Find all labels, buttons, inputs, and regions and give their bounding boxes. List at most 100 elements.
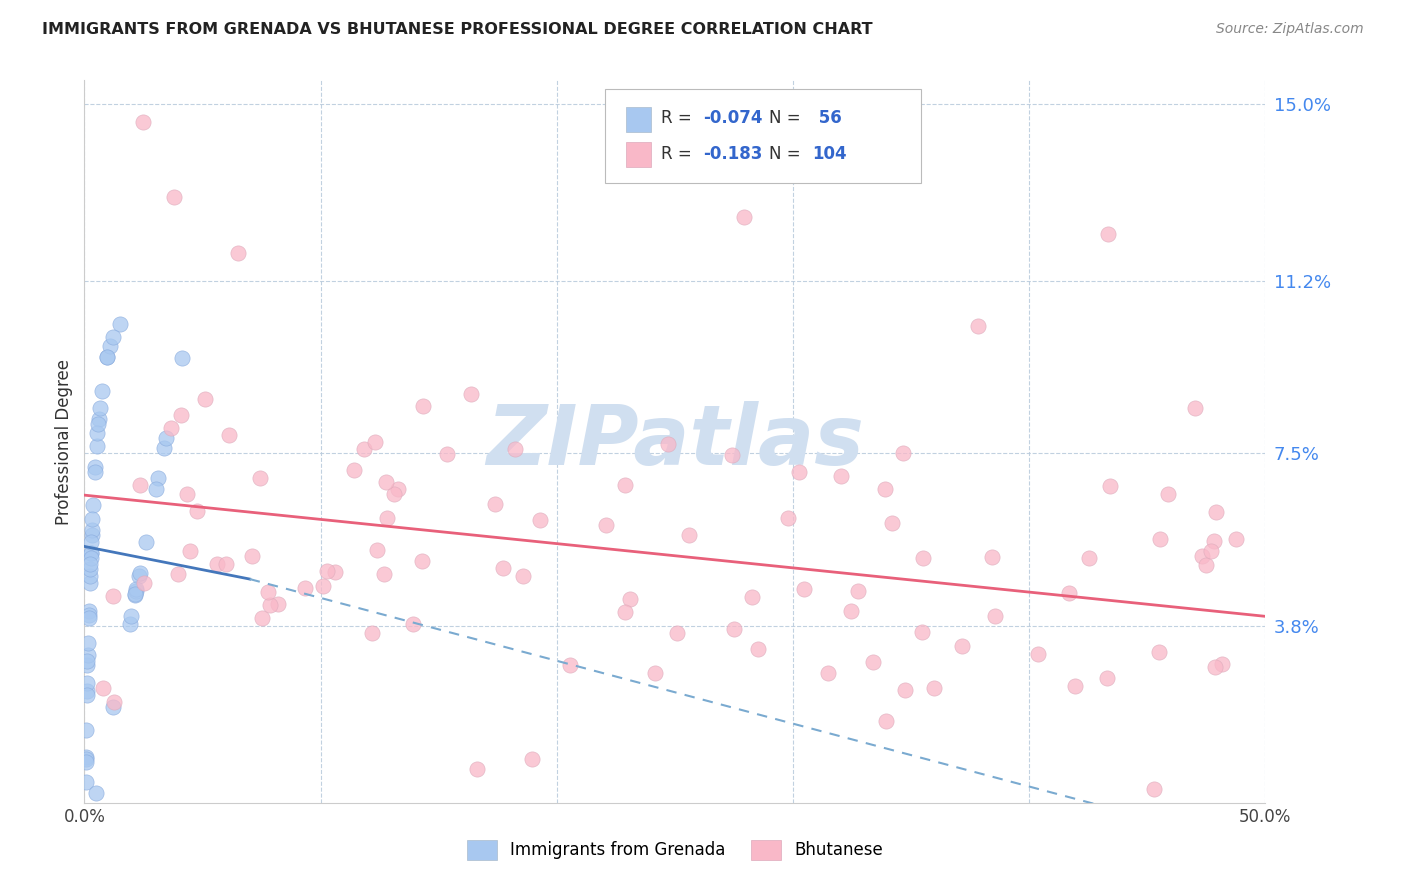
- Point: [1204, 659, 1226, 673]
- Text: N =: N =: [769, 109, 806, 128]
- Point: [84, 786, 107, 800]
- Point: [76, 676, 98, 690]
- Point: [875, 482, 897, 496]
- Point: [374, 475, 396, 489]
- Text: N =: N =: [769, 145, 806, 162]
- Point: [361, 625, 384, 640]
- Point: [77, 636, 100, 650]
- Point: [186, 504, 208, 518]
- Point: [176, 487, 198, 501]
- Point: [893, 683, 915, 698]
- Point: [922, 681, 945, 696]
- Point: [79, 558, 101, 572]
- Point: [412, 399, 434, 413]
- Point: [91, 681, 114, 695]
- Point: [75, 755, 97, 769]
- Point: [436, 447, 458, 461]
- Point: [124, 587, 146, 601]
- Point: [343, 463, 366, 477]
- Point: [76, 654, 98, 668]
- Point: [377, 511, 399, 525]
- Point: [148, 471, 170, 485]
- Point: [1147, 645, 1170, 659]
- Point: [103, 589, 125, 603]
- Text: 104: 104: [813, 145, 848, 162]
- Point: [817, 666, 839, 681]
- Point: [364, 434, 387, 449]
- Point: [1157, 487, 1180, 501]
- Y-axis label: Professional Degree: Professional Degree: [55, 359, 73, 524]
- Point: [1205, 505, 1227, 519]
- Point: [778, 511, 800, 525]
- Point: [1211, 657, 1233, 671]
- Point: [984, 608, 1007, 623]
- Text: R =: R =: [661, 145, 697, 162]
- Point: [1191, 549, 1213, 563]
- Point: [83, 465, 105, 479]
- Point: [1199, 544, 1222, 558]
- Point: [76, 684, 98, 698]
- Point: [862, 656, 884, 670]
- Point: [382, 487, 405, 501]
- Point: [373, 567, 395, 582]
- Point: [170, 351, 193, 366]
- Point: [465, 762, 488, 776]
- Point: [86, 426, 108, 441]
- Point: [90, 384, 112, 399]
- Point: [830, 469, 852, 483]
- Point: [163, 190, 186, 204]
- Point: [520, 752, 543, 766]
- Point: [721, 448, 744, 462]
- Point: [96, 350, 118, 364]
- Point: [132, 576, 155, 591]
- Legend: Immigrants from Grenada, Bhutanese: Immigrants from Grenada, Bhutanese: [460, 833, 890, 867]
- Point: [77, 607, 100, 622]
- Point: [911, 624, 934, 639]
- Point: [80, 523, 103, 537]
- Point: [1095, 671, 1118, 685]
- Point: [741, 591, 763, 605]
- Point: [911, 550, 934, 565]
- Point: [1149, 532, 1171, 546]
- Point: [619, 591, 641, 606]
- Point: [226, 245, 249, 260]
- Point: [103, 695, 125, 709]
- Point: [82, 511, 104, 525]
- Text: -0.183: -0.183: [703, 145, 762, 162]
- Point: [613, 478, 636, 492]
- Point: [87, 417, 110, 432]
- Text: 56: 56: [813, 109, 841, 128]
- Point: [75, 749, 97, 764]
- Point: [101, 330, 124, 344]
- Point: [315, 565, 337, 579]
- Point: [492, 560, 515, 574]
- Point: [267, 597, 290, 611]
- Point: [250, 611, 273, 625]
- Point: [967, 318, 990, 333]
- Point: [120, 608, 142, 623]
- Point: [80, 546, 103, 560]
- Point: [595, 518, 617, 533]
- Point: [86, 439, 108, 453]
- Point: [98, 339, 121, 353]
- Text: ZIPatlas: ZIPatlas: [486, 401, 863, 482]
- Point: [96, 350, 118, 364]
- Point: [950, 639, 973, 653]
- Point: [723, 623, 745, 637]
- Point: [79, 576, 101, 591]
- Point: [125, 583, 148, 598]
- Point: [76, 657, 98, 672]
- Point: [170, 408, 193, 422]
- Point: [153, 441, 176, 455]
- Point: [529, 513, 551, 527]
- Point: [75, 723, 97, 737]
- Point: [80, 550, 103, 565]
- Point: [460, 387, 482, 401]
- Point: [848, 583, 870, 598]
- Point: [132, 115, 155, 129]
- Point: [80, 546, 103, 560]
- Point: [644, 665, 666, 680]
- Point: [1057, 586, 1080, 600]
- Point: [218, 427, 240, 442]
- Point: [103, 699, 125, 714]
